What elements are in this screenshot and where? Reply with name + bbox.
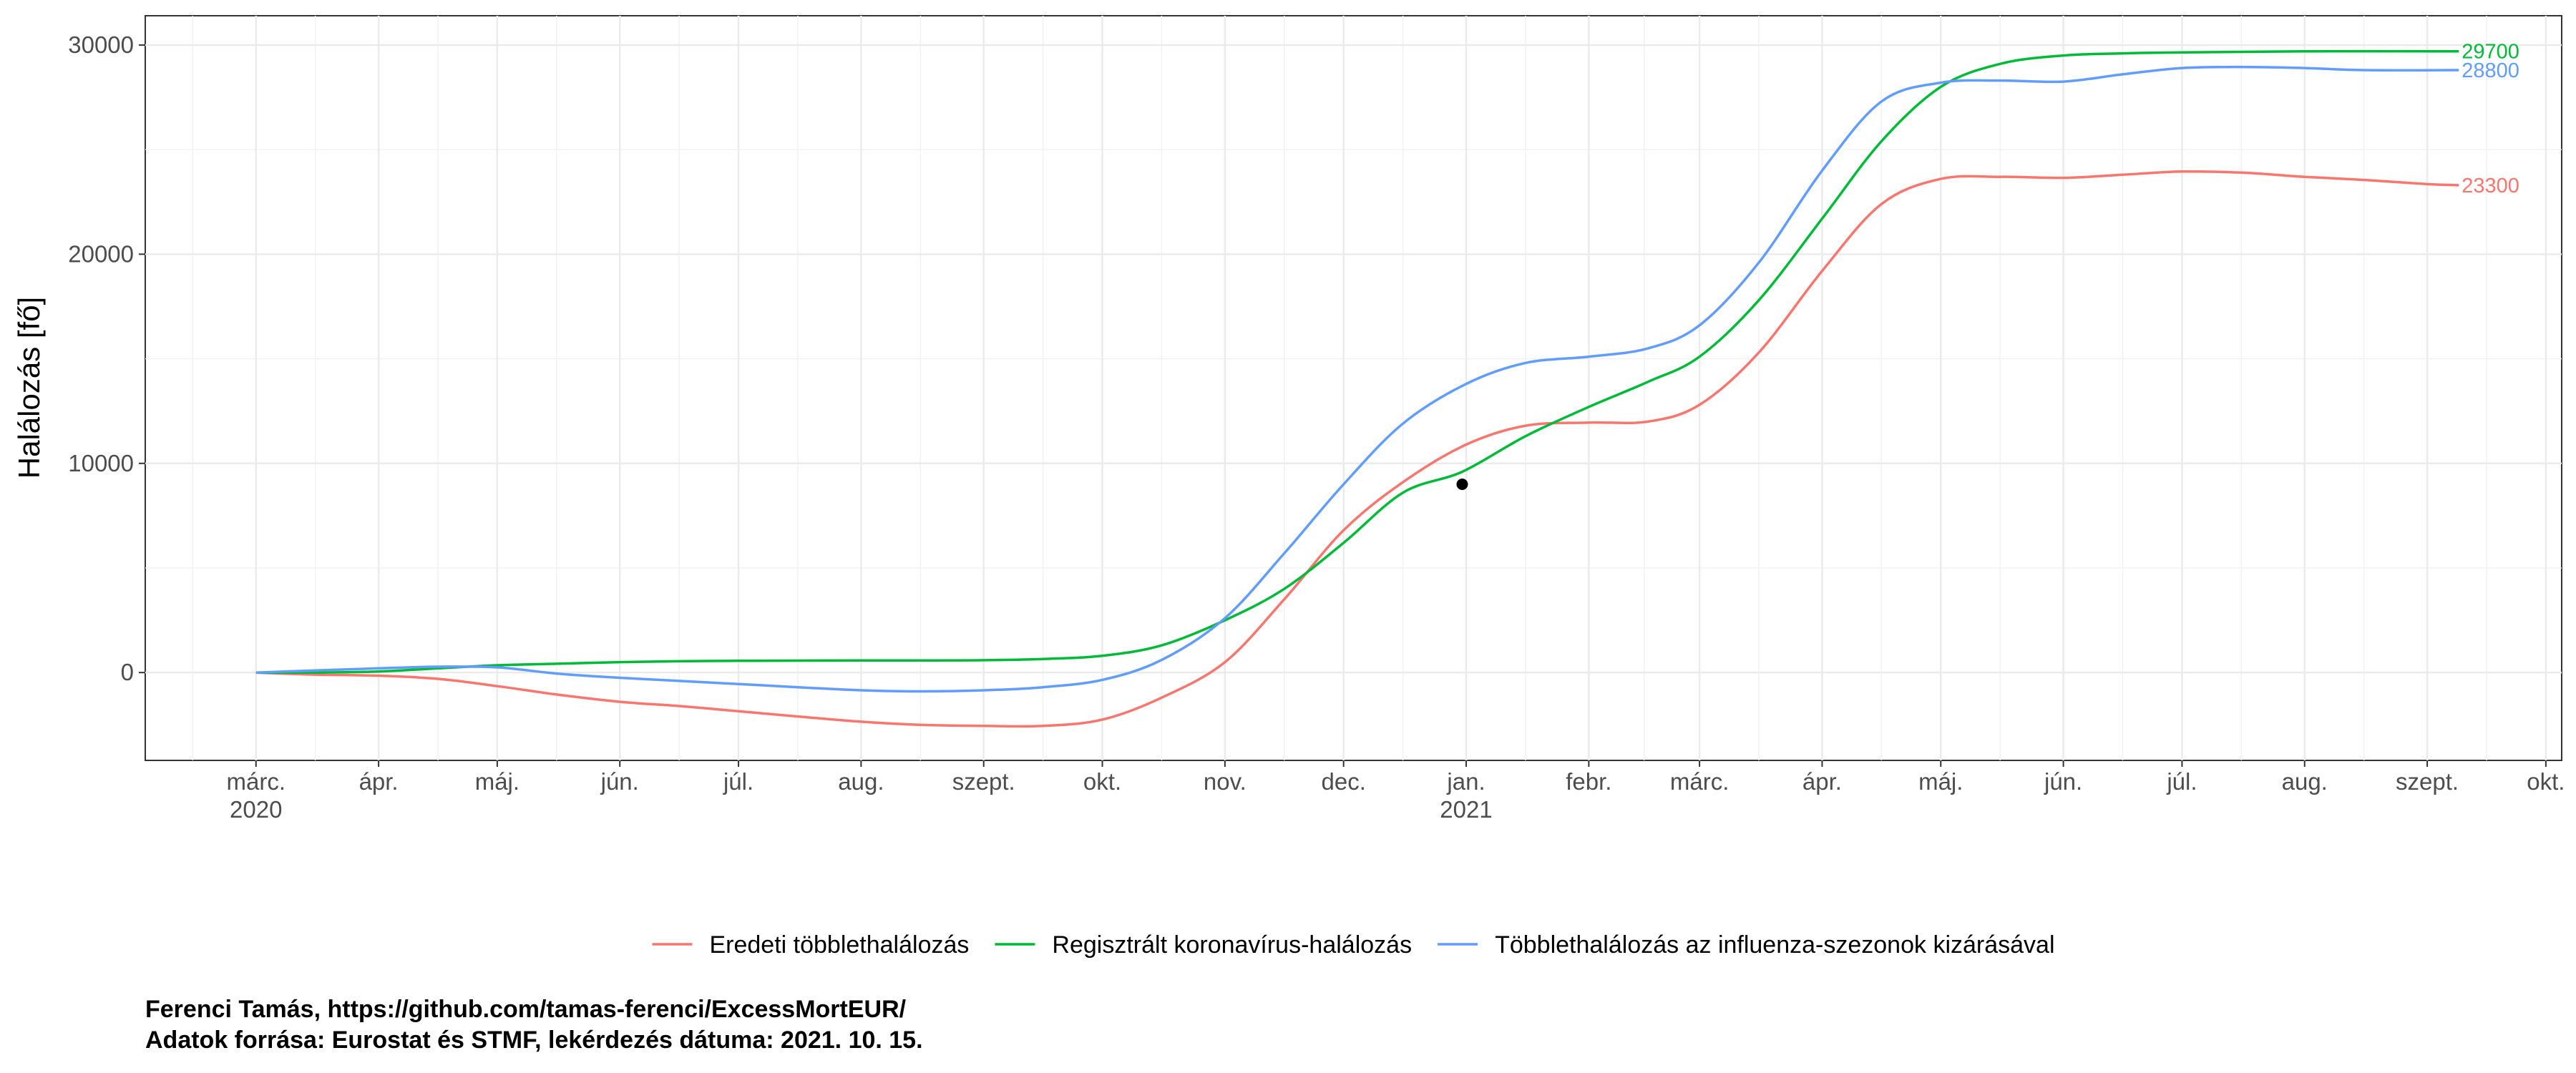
x-tick-label: jún. (600, 768, 639, 795)
series-line-1 (255, 170, 2459, 728)
series-line-3 (255, 65, 2459, 693)
legend-label-2: Regisztrált koronavírus-halálozás (1052, 931, 1412, 959)
series-lines (255, 49, 2459, 728)
legend: Eredeti többlethalálozás Regisztrált koro… (652, 931, 2055, 959)
x-tick-label: okt. (1083, 768, 1121, 795)
y-axis: 0 10000 20000 30000 (68, 31, 145, 685)
minor-gridlines (145, 16, 2562, 760)
x-tick-label: márc. (1670, 768, 1729, 795)
y-tick-label: 0 (121, 659, 134, 685)
y-tick-label: 10000 (68, 450, 134, 476)
x-tick-label: dec. (1321, 768, 1365, 795)
x-tick-label: aug. (838, 768, 884, 795)
end-label-2: 29700 (2462, 41, 2519, 64)
y-tick-label: 20000 (68, 240, 134, 267)
x-tick-label: júl. (723, 768, 753, 795)
end-label-3: 28800 (2462, 59, 2519, 82)
series-line-2 (255, 49, 2459, 675)
x-tick-label: márc. (227, 768, 286, 795)
x-tick-label: aug. (2282, 768, 2328, 795)
x-tick-label: szept. (952, 768, 1015, 795)
point-marks (1456, 479, 1468, 491)
x-tick-label: máj. (475, 768, 519, 795)
point-mark-1 (1456, 479, 1468, 491)
x-tick-label: jan. (1446, 768, 1485, 795)
y-axis-title: Halálozás [fő] (12, 297, 46, 479)
x-tick-label: júl. (2166, 768, 2197, 795)
x-tick-label: szept. (2396, 768, 2459, 795)
x-tick-label: ápr. (1802, 768, 1842, 795)
x-tick-label: ápr. (359, 768, 399, 795)
legend-label-1: Eredeti többlethalálozás (709, 931, 969, 959)
end-label-1: 23300 (2462, 175, 2519, 197)
plot-panel (145, 15, 2562, 761)
x-tick-label: okt. (2527, 768, 2565, 795)
x-tick-label: jún. (2044, 768, 2082, 795)
legend-label-3: Többlethalálozás az influenza-szezonok k… (1495, 931, 2054, 959)
x-tick-label: febr. (1566, 768, 1611, 795)
x-tick-label: máj. (1918, 768, 1963, 795)
x-tick-sublabel: 2020 (230, 796, 282, 823)
major-gridlines (145, 16, 2562, 760)
y-tick-label: 30000 (68, 31, 134, 58)
caption-line-2: Adatok forrása: Eurostat és STMF, lekérd… (145, 1027, 923, 1054)
caption-line-1: Ferenci Tamás, https://github.com/tamas-… (145, 996, 907, 1023)
x-tick-label: nov. (1204, 768, 1246, 795)
x-tick-sublabel: 2021 (1440, 796, 1492, 823)
